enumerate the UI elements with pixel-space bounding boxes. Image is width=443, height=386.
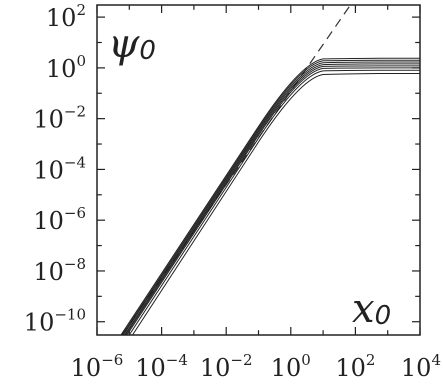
y-tick-label: 100 bbox=[46, 52, 86, 83]
y-tick-label: 10−8 bbox=[33, 255, 86, 286]
x-tick-label: 104 bbox=[401, 351, 441, 382]
x-tick-label: 10−6 bbox=[71, 351, 124, 382]
x-tick-label: 10−4 bbox=[135, 351, 188, 382]
y-tick-label: 10−10 bbox=[24, 306, 86, 337]
series-line-8 bbox=[131, 73, 420, 335]
y-tick-label: 10−6 bbox=[33, 204, 86, 235]
y-tick-label: 10−4 bbox=[33, 153, 86, 184]
y-tick-label: 102 bbox=[46, 1, 86, 32]
y-axis-variable-label: ψ0 bbox=[108, 21, 156, 67]
y-tick-label: 10−2 bbox=[33, 103, 86, 134]
x-tick-label: 10−2 bbox=[200, 351, 253, 382]
series-line-7 bbox=[128, 69, 420, 335]
series-line-4 bbox=[124, 63, 420, 335]
series-line-6 bbox=[126, 67, 420, 335]
series-line-3 bbox=[122, 61, 420, 335]
x-tick-label: 100 bbox=[271, 351, 311, 382]
x-axis-variable-label: x0 bbox=[352, 286, 391, 332]
dashed-reference-line bbox=[121, 5, 351, 335]
series-line-2 bbox=[121, 59, 420, 335]
series-line-5 bbox=[125, 65, 420, 335]
series-line-1 bbox=[120, 57, 420, 335]
x-tick-label: 102 bbox=[335, 351, 375, 382]
